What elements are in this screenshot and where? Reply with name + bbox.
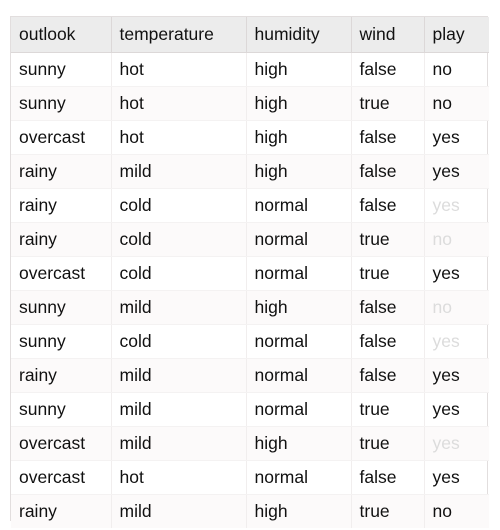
cell-humidity: high	[245, 120, 351, 155]
table-row: sunny cold normal false yes	[11, 324, 489, 359]
cell-humidity: high	[245, 154, 351, 189]
table-row: sunny hot high false no	[11, 52, 489, 87]
cell-humidity: normal	[245, 392, 351, 427]
table-row: overcast mild high true yes	[11, 426, 489, 461]
cell-play: yes	[423, 120, 489, 155]
cell-wind: true	[350, 426, 424, 461]
cell-play: yes	[423, 188, 489, 223]
cell-outlook: rainy	[11, 494, 111, 528]
cell-humidity: high	[245, 86, 351, 121]
cell-humidity: high	[245, 494, 351, 528]
column-header-outlook[interactable]: outlook	[11, 17, 111, 53]
table-row: rainy mild high false yes	[11, 154, 489, 189]
cell-temperature: hot	[110, 86, 246, 121]
table-row: overcast hot normal false yes	[11, 460, 489, 495]
cell-play: no	[423, 86, 489, 121]
cell-play: no	[423, 494, 489, 528]
cell-outlook: rainy	[11, 358, 111, 393]
cell-temperature: cold	[110, 222, 246, 257]
column-header-play[interactable]: play	[423, 17, 489, 53]
cell-wind: false	[350, 290, 424, 325]
cell-temperature: mild	[110, 494, 246, 528]
cell-outlook: sunny	[11, 52, 111, 87]
cell-wind: false	[350, 460, 424, 495]
header-row: outlook temperature humidity wind play	[11, 17, 489, 53]
cell-wind: false	[350, 188, 424, 223]
cell-outlook: sunny	[11, 324, 111, 359]
cell-outlook: overcast	[11, 460, 111, 495]
cell-outlook: rainy	[11, 154, 111, 189]
cell-humidity: normal	[245, 256, 351, 291]
cell-temperature: cold	[110, 324, 246, 359]
cell-outlook: overcast	[11, 256, 111, 291]
cell-play: yes	[423, 460, 489, 495]
cell-play: yes	[423, 392, 489, 427]
cell-outlook: overcast	[11, 120, 111, 155]
cell-temperature: mild	[110, 426, 246, 461]
cell-temperature: hot	[110, 52, 246, 87]
cell-temperature: hot	[110, 120, 246, 155]
cell-outlook: sunny	[11, 86, 111, 121]
column-header-humidity[interactable]: humidity	[245, 17, 351, 53]
cell-humidity: normal	[245, 222, 351, 257]
cell-play: yes	[423, 358, 489, 393]
cell-wind: true	[350, 86, 424, 121]
table-row: sunny mild high false no	[11, 290, 489, 325]
cell-outlook: sunny	[11, 290, 111, 325]
cell-outlook: sunny	[11, 392, 111, 427]
cell-wind: false	[350, 120, 424, 155]
cell-temperature: mild	[110, 290, 246, 325]
table-row: rainy mild normal false yes	[11, 358, 489, 393]
cell-wind: false	[350, 154, 424, 189]
cell-wind: true	[350, 256, 424, 291]
cell-outlook: rainy	[11, 222, 111, 257]
cell-wind: false	[350, 52, 424, 87]
cell-temperature: mild	[110, 358, 246, 393]
cell-humidity: normal	[245, 358, 351, 393]
cell-humidity: high	[245, 290, 351, 325]
column-header-temperature[interactable]: temperature	[110, 17, 246, 53]
cell-play: no	[423, 290, 489, 325]
cell-humidity: high	[245, 426, 351, 461]
table-row: overcast cold normal true yes	[11, 256, 489, 291]
table-row: sunny hot high true no	[11, 86, 489, 121]
cell-play: yes	[423, 256, 489, 291]
cell-wind: true	[350, 494, 424, 528]
cell-humidity: normal	[245, 460, 351, 495]
cell-temperature: hot	[110, 460, 246, 495]
table-header: outlook temperature humidity wind play	[11, 17, 489, 53]
cell-wind: false	[350, 358, 424, 393]
cell-humidity: high	[245, 52, 351, 87]
cell-play: no	[423, 222, 489, 257]
cell-play: yes	[423, 154, 489, 189]
cell-humidity: normal	[245, 188, 351, 223]
table-row: overcast hot high false yes	[11, 120, 489, 155]
cell-temperature: mild	[110, 392, 246, 427]
cell-humidity: normal	[245, 324, 351, 359]
cell-temperature: cold	[110, 256, 246, 291]
cell-outlook: overcast	[11, 426, 111, 461]
table-row: sunny mild normal true yes	[11, 392, 489, 427]
cell-outlook: rainy	[11, 188, 111, 223]
cell-wind: true	[350, 222, 424, 257]
cell-play: no	[423, 52, 489, 87]
table-body: sunny hot high false no sunny hot high t…	[11, 52, 489, 528]
table-row: rainy mild high true no	[11, 494, 489, 528]
cell-wind: true	[350, 392, 424, 427]
cell-play: yes	[423, 426, 489, 461]
cell-play: yes	[423, 324, 489, 359]
table-row: rainy cold normal false yes	[11, 188, 489, 223]
cell-temperature: mild	[110, 154, 246, 189]
column-header-wind[interactable]: wind	[350, 17, 424, 53]
cell-wind: false	[350, 324, 424, 359]
table-row: rainy cold normal true no	[11, 222, 489, 257]
data-table: outlook temperature humidity wind play s…	[11, 17, 489, 528]
cell-temperature: cold	[110, 188, 246, 223]
data-table-container: outlook temperature humidity wind play s…	[10, 16, 489, 528]
